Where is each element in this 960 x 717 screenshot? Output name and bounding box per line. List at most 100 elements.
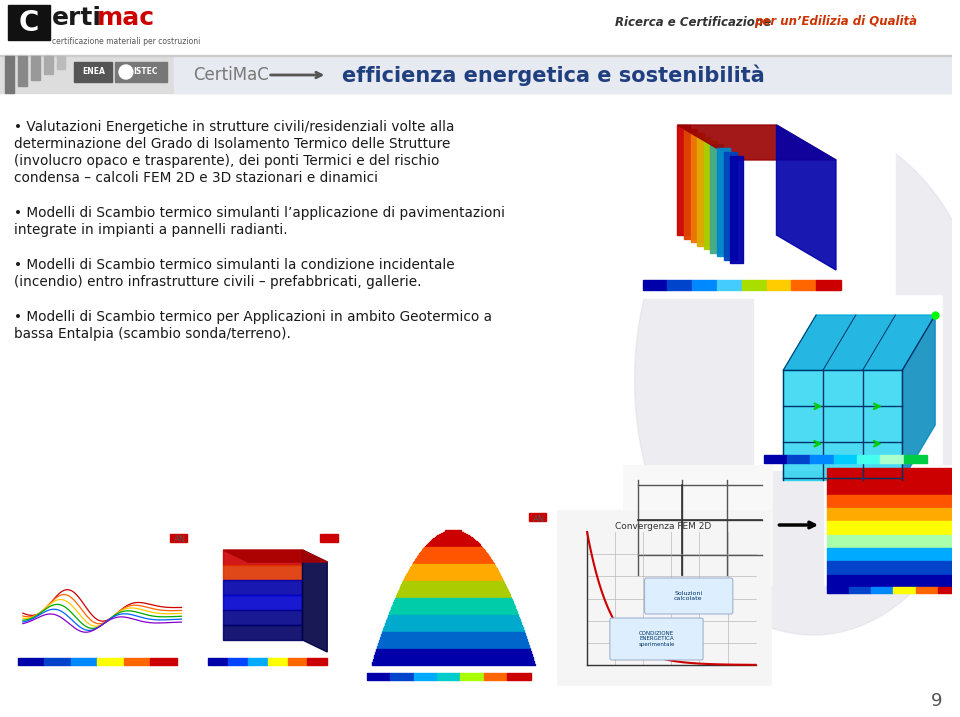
Text: bassa Entalpia (scambio sonda/terreno).: bassa Entalpia (scambio sonda/terreno). [13, 327, 291, 341]
Bar [398, 590, 508, 592]
Bar [642, 280, 667, 290]
Bar [407, 573, 499, 574]
Bar [394, 602, 513, 603]
Bar [439, 534, 468, 535]
Bar [384, 627, 522, 628]
Bar [717, 280, 742, 290]
Text: AN: AN [534, 515, 545, 524]
Polygon shape [223, 580, 302, 595]
Bar [392, 607, 515, 608]
Bar [406, 574, 500, 575]
Polygon shape [724, 152, 736, 260]
Bar [382, 633, 525, 635]
Bar [828, 521, 960, 535]
Bar [404, 579, 502, 580]
Bar [916, 587, 938, 593]
Text: mac: mac [97, 6, 156, 30]
Bar [419, 554, 488, 555]
Bar [390, 610, 516, 611]
Bar [248, 658, 268, 665]
Bar [372, 661, 534, 663]
Bar [373, 659, 533, 660]
Bar [393, 605, 515, 606]
Bar [385, 623, 521, 625]
Bar [422, 549, 484, 550]
Text: Convergenza FEM 2D: Convergenza FEM 2D [615, 522, 711, 531]
Bar [385, 625, 522, 626]
Bar [377, 646, 529, 647]
Bar [321, 534, 338, 542]
Bar [423, 548, 483, 549]
Text: 9: 9 [930, 692, 942, 710]
Bar [742, 280, 766, 290]
Bar [412, 564, 494, 565]
Bar [408, 572, 499, 573]
Bar [392, 606, 515, 607]
Bar [426, 545, 480, 546]
Polygon shape [777, 125, 836, 270]
Bar [381, 636, 526, 637]
Bar [420, 553, 487, 554]
Bar [395, 600, 512, 601]
Bar [380, 638, 526, 639]
Bar [393, 604, 514, 605]
Bar [410, 567, 496, 568]
Text: ISTEC: ISTEC [133, 67, 158, 77]
Bar [400, 587, 506, 588]
Bar [398, 591, 508, 592]
Bar [894, 587, 916, 593]
Bar [763, 455, 787, 463]
Bar [307, 658, 327, 665]
Text: Ricerca e Certificazione: Ricerca e Certificazione [614, 16, 776, 29]
Bar [150, 658, 177, 665]
Bar [412, 565, 494, 566]
Bar [379, 639, 527, 640]
Bar [18, 56, 27, 86]
Bar [396, 595, 510, 597]
Bar [529, 513, 546, 521]
Bar [409, 569, 497, 570]
Bar [436, 536, 470, 537]
Bar [402, 582, 504, 583]
Polygon shape [731, 156, 743, 263]
Bar [431, 540, 475, 541]
Bar [199, 530, 342, 670]
Bar [667, 280, 692, 290]
Bar [372, 662, 534, 663]
Bar [397, 592, 509, 593]
Text: CertiMaC: CertiMaC [193, 66, 269, 84]
Text: Soluzioni
calcolate: Soluzioni calcolate [674, 591, 703, 602]
Bar [384, 626, 522, 627]
Bar [386, 622, 520, 623]
Bar [375, 653, 531, 654]
Bar [18, 658, 44, 665]
Bar [828, 574, 960, 588]
Bar [228, 658, 248, 665]
Polygon shape [678, 125, 690, 235]
Bar [388, 617, 518, 618]
Bar [383, 629, 523, 630]
Bar [391, 673, 414, 680]
Bar [414, 561, 492, 562]
Bar [429, 542, 477, 543]
Polygon shape [223, 625, 302, 640]
Bar [382, 632, 524, 633]
Polygon shape [302, 550, 327, 652]
Bar [386, 620, 520, 621]
Bar [393, 603, 514, 604]
Bar [880, 455, 903, 463]
Bar [461, 673, 484, 680]
Bar [444, 532, 463, 533]
Polygon shape [223, 595, 302, 610]
Bar [414, 562, 493, 563]
Polygon shape [635, 125, 960, 635]
Polygon shape [783, 315, 935, 370]
Bar [791, 280, 816, 290]
Polygon shape [717, 148, 730, 256]
Bar [373, 657, 533, 658]
Bar [692, 280, 717, 290]
Bar [810, 455, 833, 463]
Text: erti: erti [52, 6, 102, 30]
Bar [376, 650, 530, 651]
Polygon shape [902, 315, 935, 480]
